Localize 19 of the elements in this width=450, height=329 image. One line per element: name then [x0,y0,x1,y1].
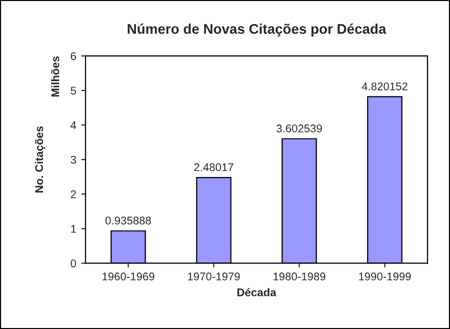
x-tick-label: 1970-1979 [188,272,240,280]
y-tick-label: 5 [70,86,76,95]
y-tick-label: 4 [70,121,76,130]
x-tick-label: 1990-1999 [359,272,411,280]
data-label: 0.935888 [106,216,151,225]
x-tick-label: 1960-1969 [102,272,154,280]
y-tick-label: 3 [70,156,76,164]
data-label: 2.48017 [194,163,234,172]
y-tick-label: 6 [70,52,76,60]
data-label: 4.820152 [362,82,408,90]
text: Milhões [51,56,60,97]
y-tick-label: 1 [71,225,76,233]
y-tick-label: 2 [70,190,76,198]
chart-title: Número de Novas Citações por Década [128,24,386,37]
x-axis-title: Década [237,288,276,296]
x-tick-label: 1980-1989 [274,272,326,280]
y-axis-title: No. Citações [34,126,46,192]
y-tick-label: 0 [70,259,76,268]
data-label: 3.602539 [276,124,322,132]
